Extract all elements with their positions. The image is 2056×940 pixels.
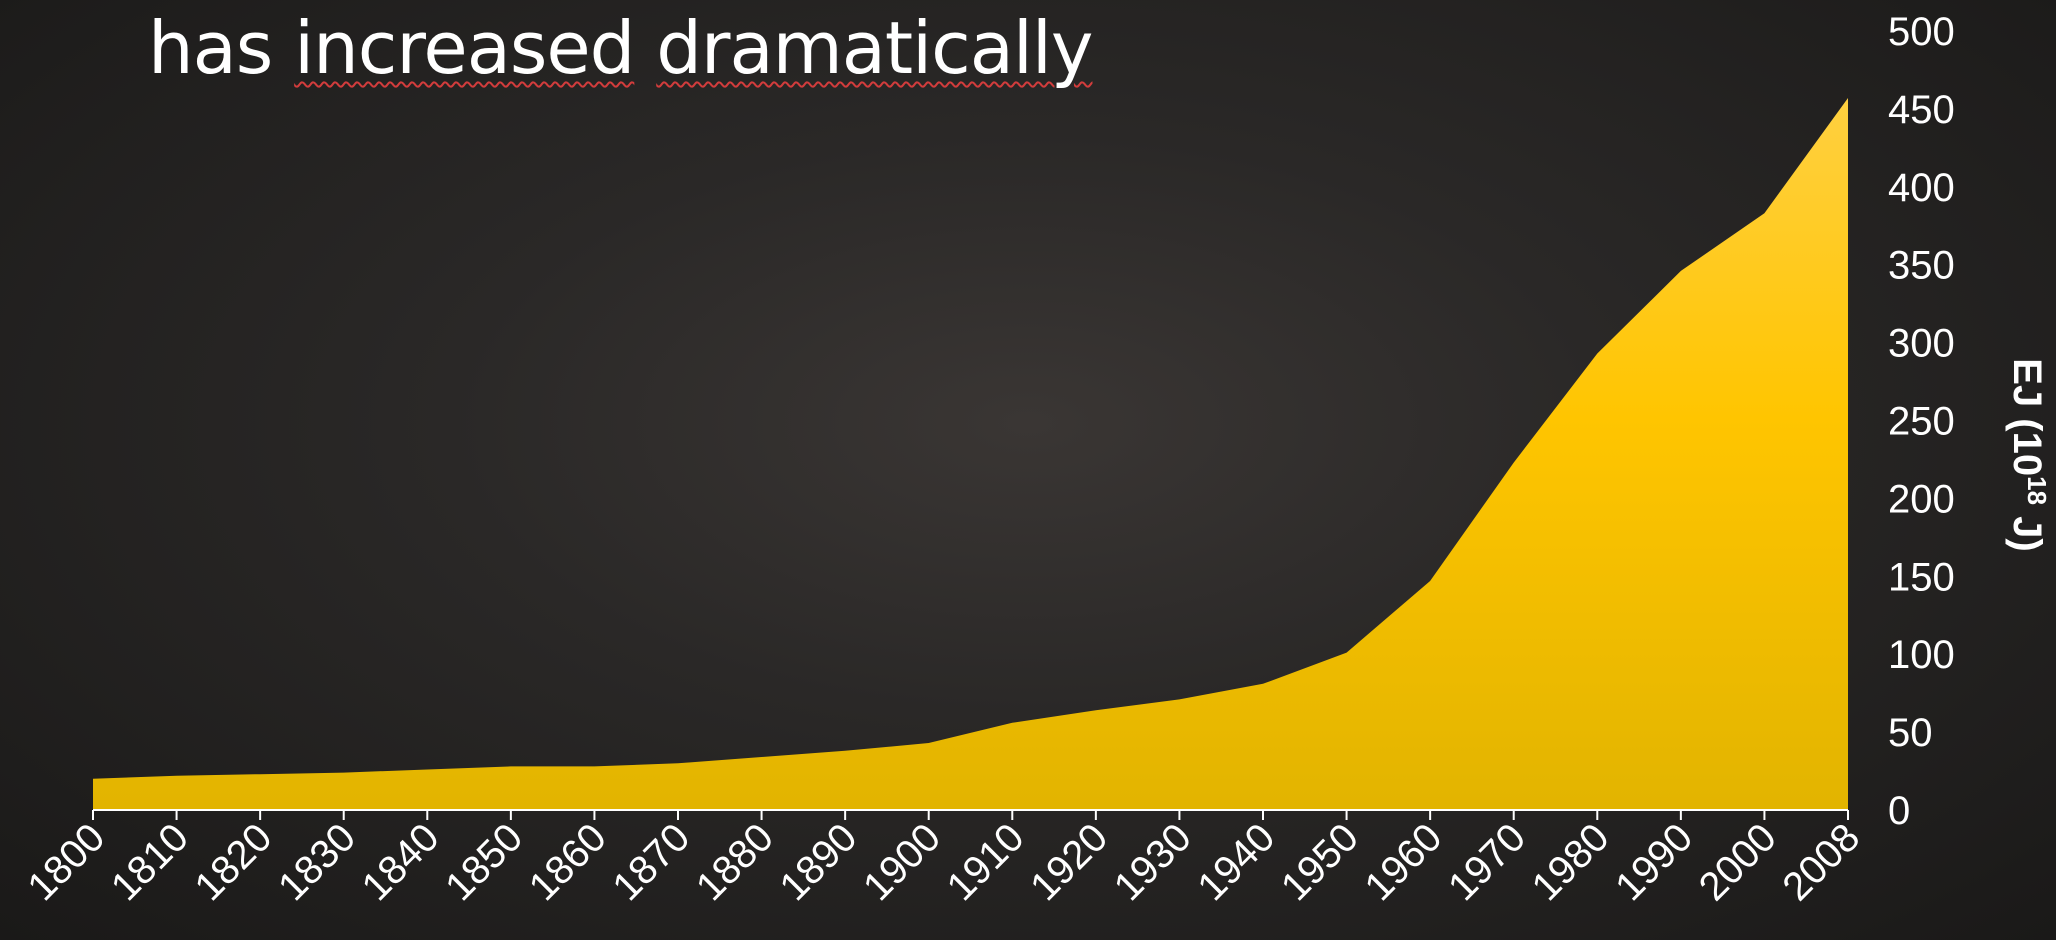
x-tick-label: 1970: [1440, 815, 1534, 909]
y-axis-label-exponent: 18: [2022, 476, 2052, 505]
y-tick-label: 100: [1888, 633, 1955, 677]
x-tick-label: 1990: [1607, 815, 1701, 909]
x-tick-label: 1840: [354, 815, 448, 909]
x-tick-label: 1880: [688, 815, 782, 909]
y-tick-label: 300: [1888, 322, 1955, 366]
x-tick-label: 1940: [1189, 815, 1283, 909]
y-tick-label: 250: [1888, 400, 1955, 444]
x-tick-label: 1920: [1022, 815, 1116, 909]
y-tick-label: 50: [1888, 711, 1933, 755]
y-tick-label: 450: [1888, 88, 1955, 132]
x-tick-label: 1870: [604, 815, 698, 909]
slide-title: has increased dramatically: [148, 0, 1093, 96]
y-tick-label: 400: [1888, 166, 1955, 210]
x-tick-label: 1980: [1524, 815, 1618, 909]
energy-area-series: [93, 98, 1848, 810]
y-axis-label: EJ (1018 J): [2005, 358, 2052, 551]
y-tick-label: 0: [1888, 789, 1910, 833]
x-tick-label: 1810: [103, 815, 197, 909]
title-word-dramatically: dramatically: [656, 6, 1093, 90]
x-tick-label: 1960: [1356, 815, 1450, 909]
y-tick-labels: 0 50 100 150 200 250 300 350 400 450 500: [1888, 10, 1955, 833]
x-tick-labels: 1800181018201830184018501860187018801890…: [19, 815, 1868, 909]
x-tick-label: 2008: [1774, 815, 1868, 909]
x-tick-label: 1820: [186, 815, 280, 909]
x-tick-label: 1890: [771, 815, 865, 909]
x-tick-label: 1950: [1273, 815, 1367, 909]
x-tick-label: 1860: [521, 815, 615, 909]
y-tick-label: 150: [1888, 555, 1955, 599]
y-tick-label: 200: [1888, 477, 1955, 521]
x-tick-label: 1910: [939, 815, 1033, 909]
x-tick-label: 1800: [19, 815, 113, 909]
title-word-increased: increased: [294, 6, 635, 90]
y-tick-label: 500: [1888, 10, 1955, 54]
x-tick-label: 1850: [437, 815, 531, 909]
title-word-has: has: [148, 6, 273, 90]
area-layer: [93, 98, 1848, 810]
x-tick-label: 1830: [270, 815, 364, 909]
x-tick-label: 2000: [1691, 815, 1785, 909]
x-tick-label: 1930: [1106, 815, 1200, 909]
x-tick-label: 1900: [855, 815, 949, 909]
y-tick-label: 350: [1888, 244, 1955, 288]
axis-layer: [92, 809, 1849, 820]
